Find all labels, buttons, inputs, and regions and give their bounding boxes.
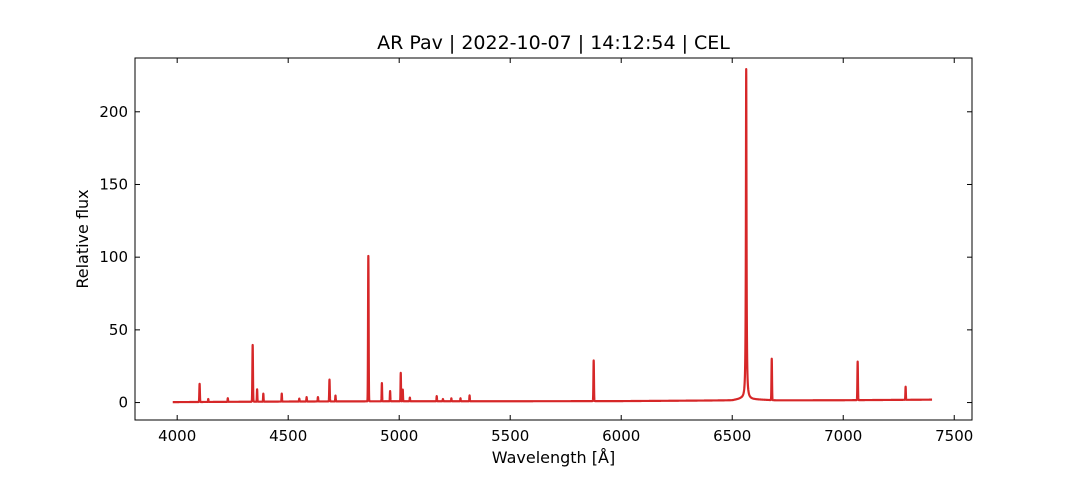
x-tick-label: 4500	[269, 427, 307, 445]
spectrum-line	[172, 68, 933, 404]
y-tick-label: 100	[99, 248, 128, 266]
plot-area	[172, 68, 933, 404]
y-tick-label: 0	[118, 394, 128, 412]
axis-ticks: 4000 4500 5000 5500 6000 6500 7000 7500 0 50 100 15…	[99, 58, 973, 445]
x-tick-label: 6500	[713, 427, 751, 445]
x-tick-label: 5500	[491, 427, 529, 445]
x-axis-label: Wavelength [Å]	[492, 448, 615, 467]
y-tick-label: 50	[109, 321, 128, 339]
x-tick-label: 6000	[602, 427, 640, 445]
x-tick-label: 7000	[824, 427, 862, 445]
x-tick-label: 5000	[380, 427, 418, 445]
x-tick-label: 7500	[935, 427, 973, 445]
y-tick-label: 200	[99, 103, 128, 121]
x-tick-label: 4000	[158, 427, 196, 445]
axes-frame	[134, 57, 973, 421]
y-axis-label: Relative flux	[73, 189, 92, 288]
y-tick-label: 150	[99, 175, 128, 193]
chart-title: AR Pav | 2022-10-07 | 14:12:54 | CEL	[377, 32, 730, 54]
